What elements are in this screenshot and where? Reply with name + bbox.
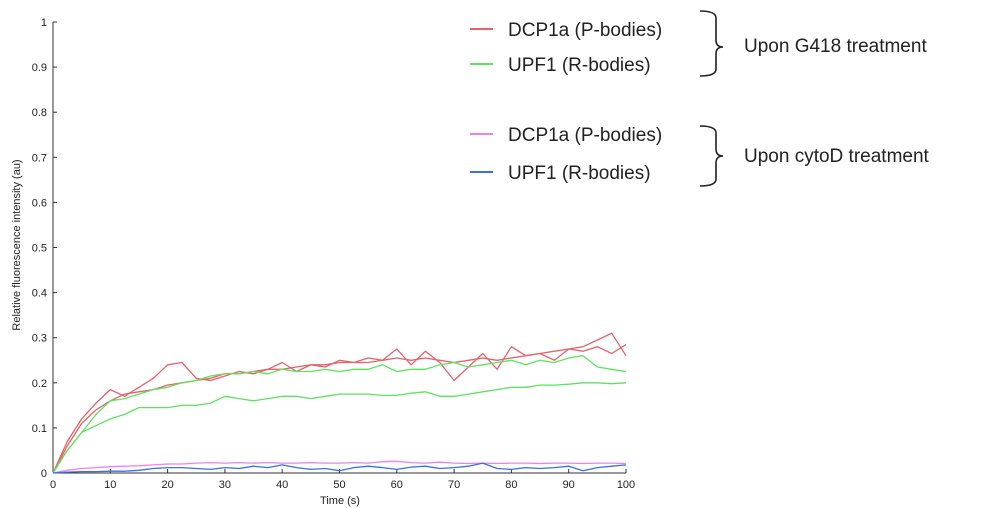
x-tick-label: 40 bbox=[276, 479, 288, 491]
y-tick-label: 0.3 bbox=[32, 333, 47, 345]
y-tick-label: 0.4 bbox=[32, 288, 47, 300]
y-tick-label: 0.9 bbox=[32, 62, 47, 74]
series-line-g418-1 bbox=[52, 332, 627, 474]
x-tick-label: 20 bbox=[161, 479, 173, 491]
group-label-g418: Upon G418 treatment bbox=[744, 36, 927, 57]
x-tick-label: 50 bbox=[333, 479, 345, 491]
x-tick-label: 30 bbox=[219, 479, 231, 491]
legend-brace-cytod bbox=[699, 125, 724, 187]
y-axis-title: Relative fluorescence intensity (au) bbox=[11, 159, 23, 330]
x-axis-title: Time (s) bbox=[320, 495, 360, 507]
series-line-g418-3 bbox=[52, 382, 627, 474]
y-tick-label: 0 bbox=[41, 468, 47, 480]
x-tick-label: 10 bbox=[104, 479, 116, 491]
legend-label-g418-dcp1a: DCP1a (P-bodies) bbox=[508, 20, 662, 41]
x-tick-label: 90 bbox=[563, 479, 575, 491]
x-tick-label: 0 bbox=[50, 479, 56, 491]
legend-brace-g418 bbox=[699, 10, 724, 77]
y-tick-label: 0.7 bbox=[32, 152, 47, 164]
y-tick-label: 1 bbox=[41, 17, 47, 29]
series-layer bbox=[52, 332, 627, 474]
group-label-cytod: Upon cytoD treatment bbox=[744, 146, 930, 167]
x-tick-label: 100 bbox=[617, 479, 635, 491]
series-line-cytod-5 bbox=[52, 462, 627, 474]
axes: 0 10 20 30 40 50 60 70 80 90 100 0 0.1 0.2 0.3 0.4 0.5 0.… bbox=[32, 17, 635, 491]
x-tick-label: 60 bbox=[391, 479, 403, 491]
series-line-g418-0 bbox=[52, 343, 627, 474]
series-line-g418-2 bbox=[52, 355, 627, 474]
y-tick-label: 0.8 bbox=[32, 107, 47, 119]
legend-label-g418-upf1: UPF1 (R-bodies) bbox=[508, 55, 651, 76]
y-tick-label: 0.6 bbox=[32, 197, 47, 209]
y-tick-label: 0.1 bbox=[32, 423, 47, 435]
y-tick-label: 0.5 bbox=[32, 243, 47, 255]
x-tick-label: 70 bbox=[448, 479, 460, 491]
legend-label-cytod-dcp1a: DCP1a (P-bodies) bbox=[508, 125, 662, 146]
legend-group-cytod: DCP1a (P-bodies) UPF1 (R-bodies) Upon cy… bbox=[470, 125, 930, 187]
legend-group-g418: DCP1a (P-bodies) UPF1 (R-bodies) Upon G4… bbox=[470, 10, 927, 77]
y-tick-label: 0.2 bbox=[32, 378, 47, 390]
legend-label-cytod-upf1: UPF1 (R-bodies) bbox=[508, 163, 651, 184]
x-tick-label: 80 bbox=[505, 479, 517, 491]
series-line-cytod-4 bbox=[52, 460, 627, 474]
